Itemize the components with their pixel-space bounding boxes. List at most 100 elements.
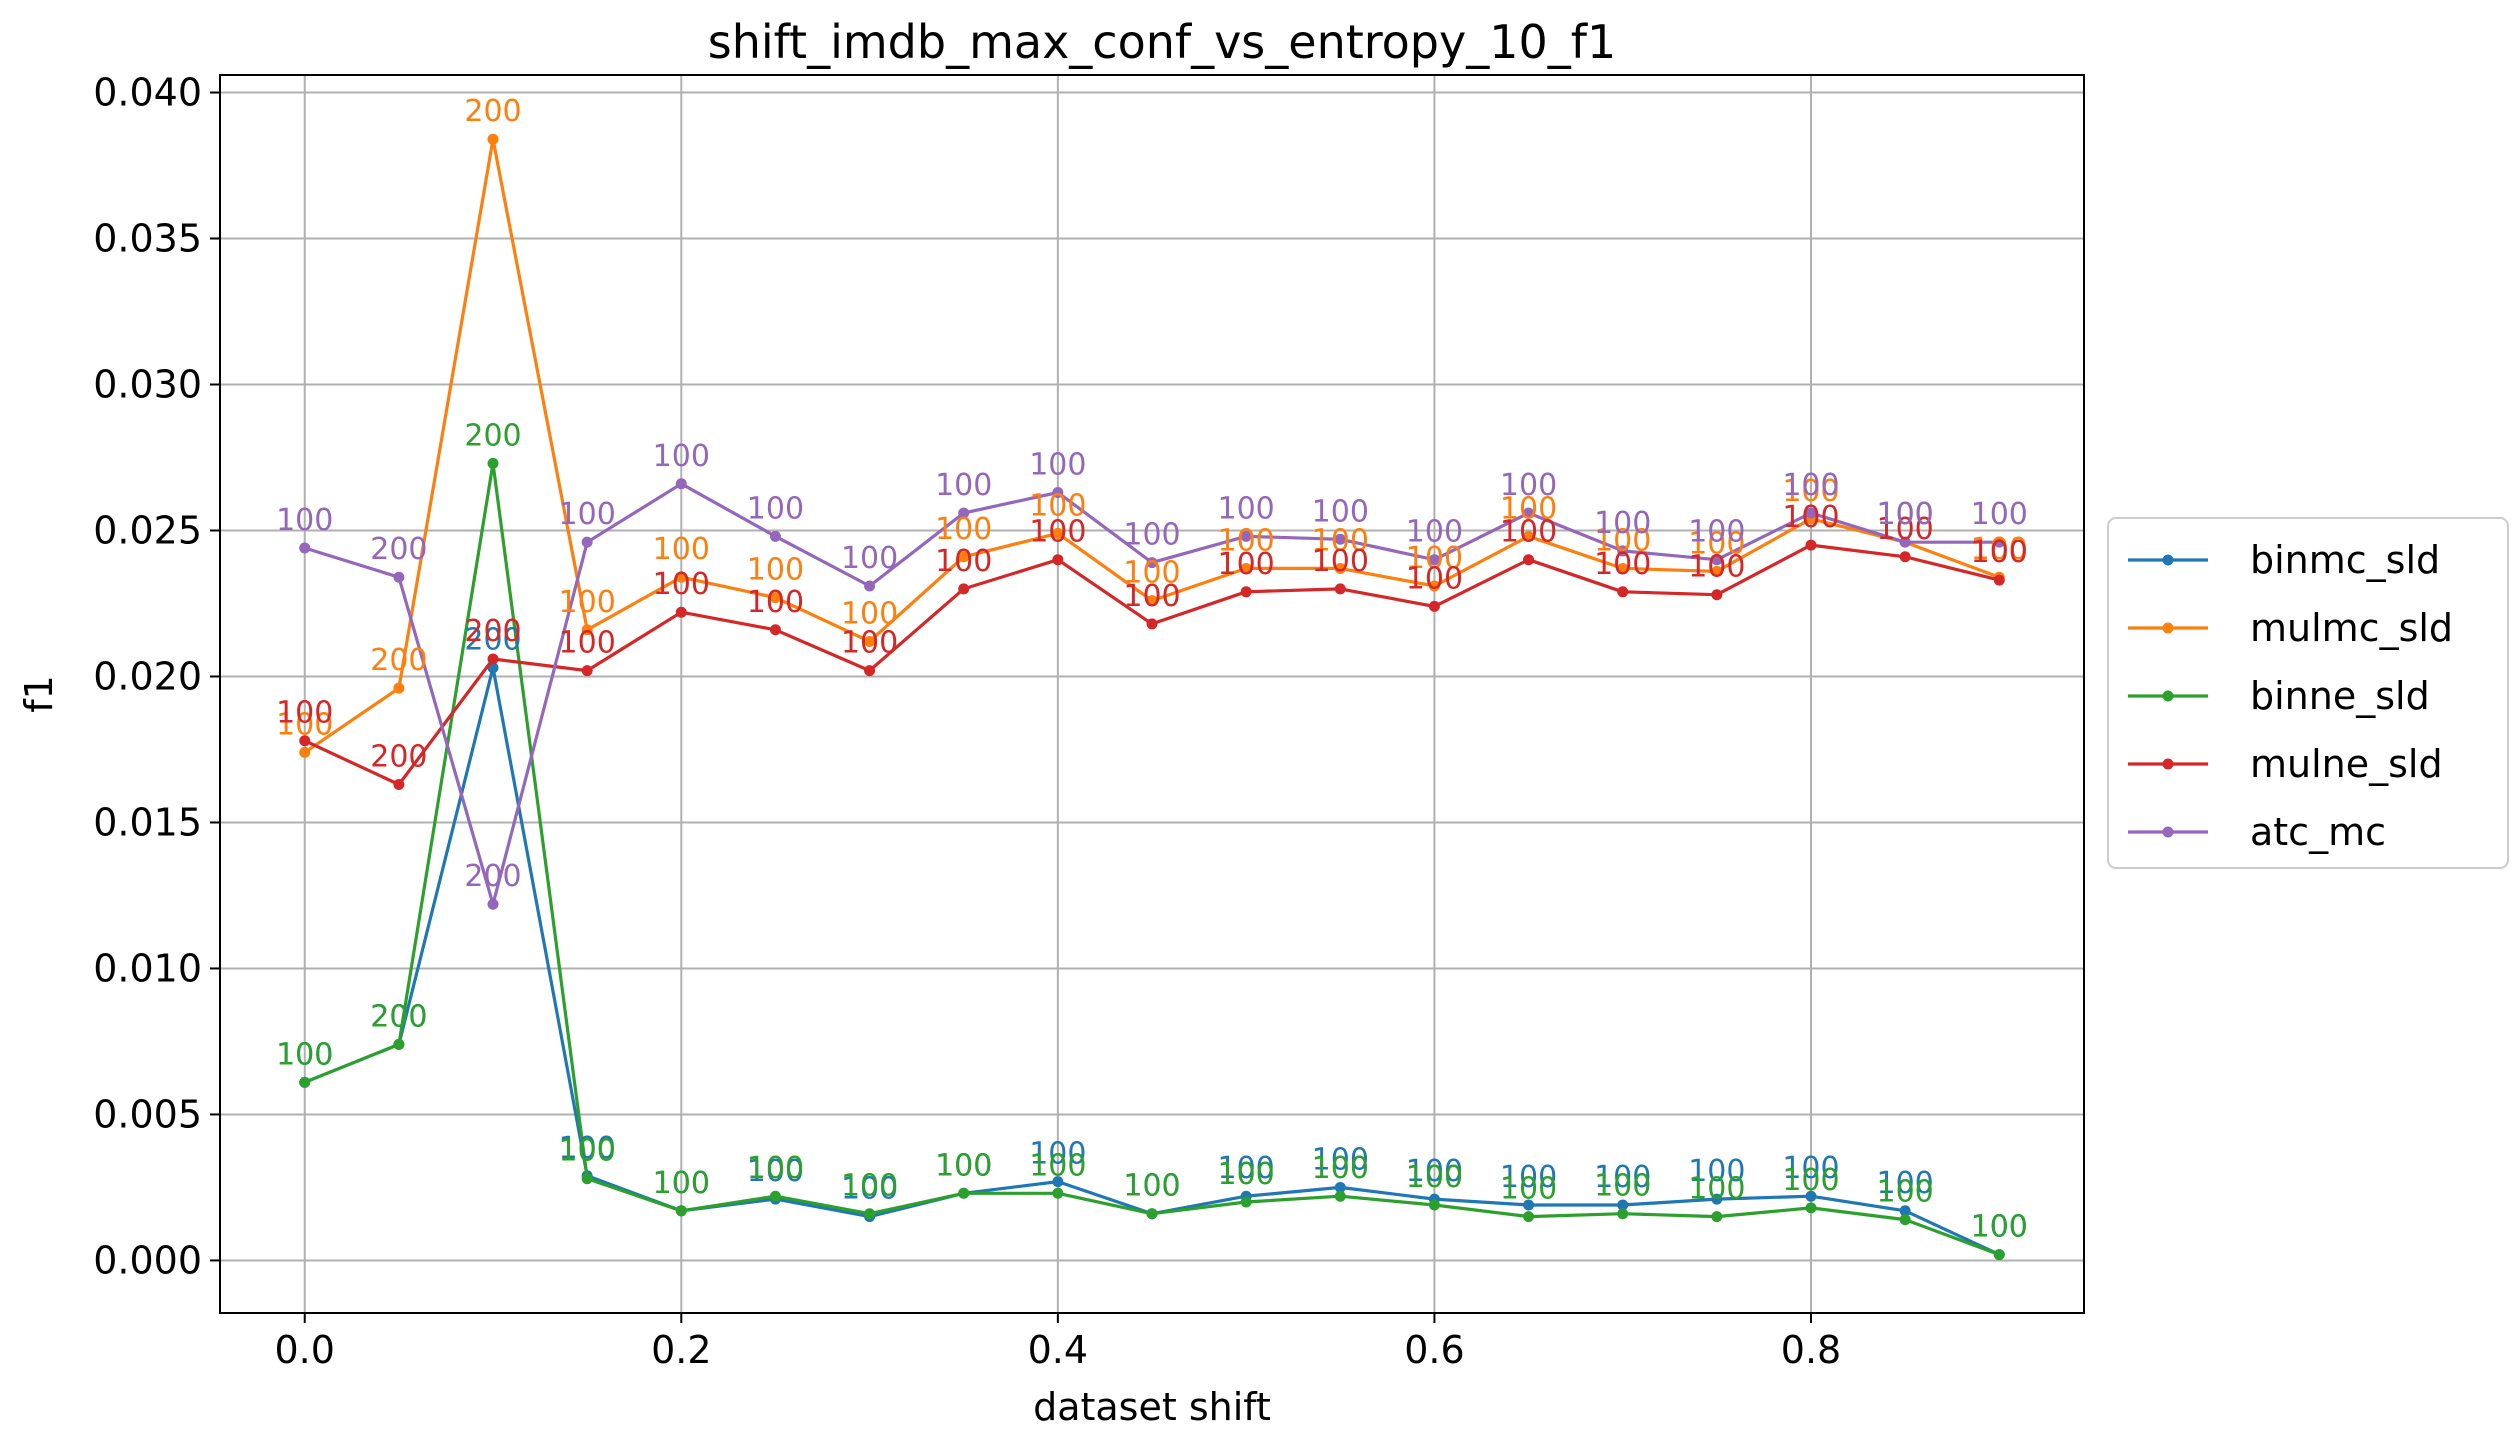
data-label-atc_mc: 100 <box>1971 497 2028 532</box>
data-point-mulne_sld <box>864 665 876 677</box>
data-label-binmc_sld: 100 <box>1500 1160 1557 1195</box>
data-point-mulne_sld <box>1993 574 2005 586</box>
data-label-mulne_sld: 100 <box>1029 515 1086 550</box>
data-label-mulmc_sld: 100 <box>1406 541 1463 576</box>
data-point-mulmc_sld <box>1240 562 1252 574</box>
data-point-binmc_sld <box>1052 1176 1064 1188</box>
legend-marker-mulmc_sld <box>2162 622 2174 634</box>
data-label-mulne_sld: 100 <box>1218 547 1275 582</box>
data-label-binne_sld: 200 <box>464 418 521 453</box>
data-point-mulne_sld <box>1899 551 1911 563</box>
legend-marker-mulne_sld <box>2162 758 2174 770</box>
data-point-atc_mc <box>958 507 970 519</box>
data-point-binne_sld <box>864 1208 876 1220</box>
data-label-mulne_sld: 100 <box>1500 515 1557 550</box>
y-tick-label: 0.025 <box>93 508 202 552</box>
data-label-atc_mc: 100 <box>1029 448 1086 483</box>
data-label-binne_sld: 100 <box>841 1169 898 1204</box>
data-label-mulne_sld: 100 <box>1123 579 1180 614</box>
y-tick-label: 0.005 <box>93 1092 202 1136</box>
x-axis-title: dataset shift <box>1033 1385 1271 1429</box>
data-label-binne_sld: 100 <box>747 1151 804 1186</box>
x-tick-label: 0.2 <box>651 1328 711 1372</box>
data-point-mulmc_sld <box>487 133 499 145</box>
data-label-binmc_sld: 200 <box>464 623 521 658</box>
data-point-binmc_sld <box>1334 1181 1346 1193</box>
data-point-mulmc_sld <box>393 682 405 694</box>
plot-frame <box>219 74 2085 1314</box>
data-point-mulne_sld <box>1052 554 1064 566</box>
data-point-mulne_sld <box>1617 586 1629 598</box>
data-label-mulmc_sld: 100 <box>1594 523 1651 558</box>
chart-title: shift_imdb_max_conf_vs_entropy_10_f1 <box>708 15 1616 69</box>
data-point-atc_mc <box>769 530 781 542</box>
data-label-binne_sld: 100 <box>1312 1151 1369 1186</box>
data-point-atc_mc <box>1428 554 1440 566</box>
data-label-mulne_sld: 100 <box>935 544 992 579</box>
data-label-binne_sld: 100 <box>276 1037 333 1072</box>
data-label-mulne_sld: 100 <box>653 567 710 602</box>
data-label-binmc_sld: 100 <box>747 1154 804 1189</box>
data-point-atc_mc <box>864 580 876 592</box>
data-label-atc_mc: 100 <box>276 503 333 538</box>
data-point-mulmc_sld <box>1052 527 1064 539</box>
data-point-binmc_sld <box>1523 1199 1535 1211</box>
data-point-binne_sld <box>769 1190 781 1202</box>
legend-marker-binne_sld <box>2162 690 2174 702</box>
data-point-mulmc_sld <box>1711 565 1723 577</box>
data-point-atc_mc <box>1146 557 1158 569</box>
legend-label-atc_mc: atc_mc <box>2250 810 2386 854</box>
y-tick-label: 0.000 <box>93 1238 202 1282</box>
data-label-mulmc_sld: 100 <box>1971 532 2028 567</box>
data-point-atc_mc <box>487 898 499 910</box>
data-point-binne_sld <box>675 1205 687 1217</box>
data-point-binmc_sld <box>1617 1199 1629 1211</box>
data-point-mulne_sld <box>393 779 405 791</box>
data-label-atc_mc: 100 <box>841 541 898 576</box>
data-point-binne_sld <box>581 1173 593 1185</box>
data-label-atc_mc: 100 <box>1312 494 1369 529</box>
data-point-mulmc_sld <box>1523 530 1535 542</box>
axis-ticks: 0.0 0.2 0.4 0.6 0.8 0.000 0.005 0.010 0.015 0.020… <box>93 71 1841 1372</box>
data-point-mulmc_sld <box>299 746 311 758</box>
data-label-mulmc_sld: 100 <box>1312 523 1369 558</box>
data-point-binne_sld <box>1240 1196 1252 1208</box>
data-point-binne_sld <box>1617 1208 1629 1220</box>
data-label-atc_mc: 100 <box>1688 515 1745 550</box>
data-label-mulmc_sld: 100 <box>1123 556 1180 591</box>
data-label-mulmc_sld: 100 <box>276 707 333 742</box>
data-label-binmc_sld: 100 <box>935 1148 992 1183</box>
data-point-atc_mc <box>1899 536 1911 548</box>
data-point-atc_mc <box>1523 507 1535 519</box>
data-point-binne_sld <box>1711 1211 1723 1223</box>
data-label-mulmc_sld: 100 <box>1218 523 1275 558</box>
data-label-binne_sld: 100 <box>1029 1148 1086 1183</box>
data-label-binmc_sld: 100 <box>276 1037 333 1072</box>
data-label-mulne_sld: 100 <box>1312 544 1369 579</box>
data-label-mulmc_sld: 100 <box>935 512 992 547</box>
legend-label-mulmc_sld: mulmc_sld <box>2250 606 2453 650</box>
data-label-binmc_sld: 100 <box>1876 1166 1933 1201</box>
legend-frame <box>2107 517 2509 869</box>
data-label-atc_mc: 100 <box>1123 518 1180 553</box>
data-point-mulmc_sld <box>675 571 687 583</box>
data-point-atc_mc <box>675 478 687 490</box>
data-label-binne_sld: 200 <box>370 999 427 1034</box>
data-point-mulne_sld <box>958 583 970 595</box>
data-label-atc_mc: 100 <box>1406 515 1463 550</box>
data-label-binmc_sld: 100 <box>1312 1142 1369 1177</box>
data-point-binmc_sld <box>1805 1190 1817 1202</box>
y-tick-label: 0.040 <box>93 71 202 115</box>
data-label-atc_mc: 100 <box>1218 491 1275 526</box>
x-tick-label: 0.4 <box>1028 1328 1088 1372</box>
data-label-mulmc_sld: 100 <box>747 553 804 588</box>
data-point-mulne_sld <box>1240 586 1252 598</box>
data-point-mulne_sld <box>1146 618 1158 630</box>
data-point-mulmc_sld <box>958 551 970 563</box>
data-label-mulne_sld: 100 <box>1594 547 1651 582</box>
data-label-mulne_sld: 100 <box>1406 561 1463 596</box>
data-label-mulmc_sld: 100 <box>1500 491 1557 526</box>
